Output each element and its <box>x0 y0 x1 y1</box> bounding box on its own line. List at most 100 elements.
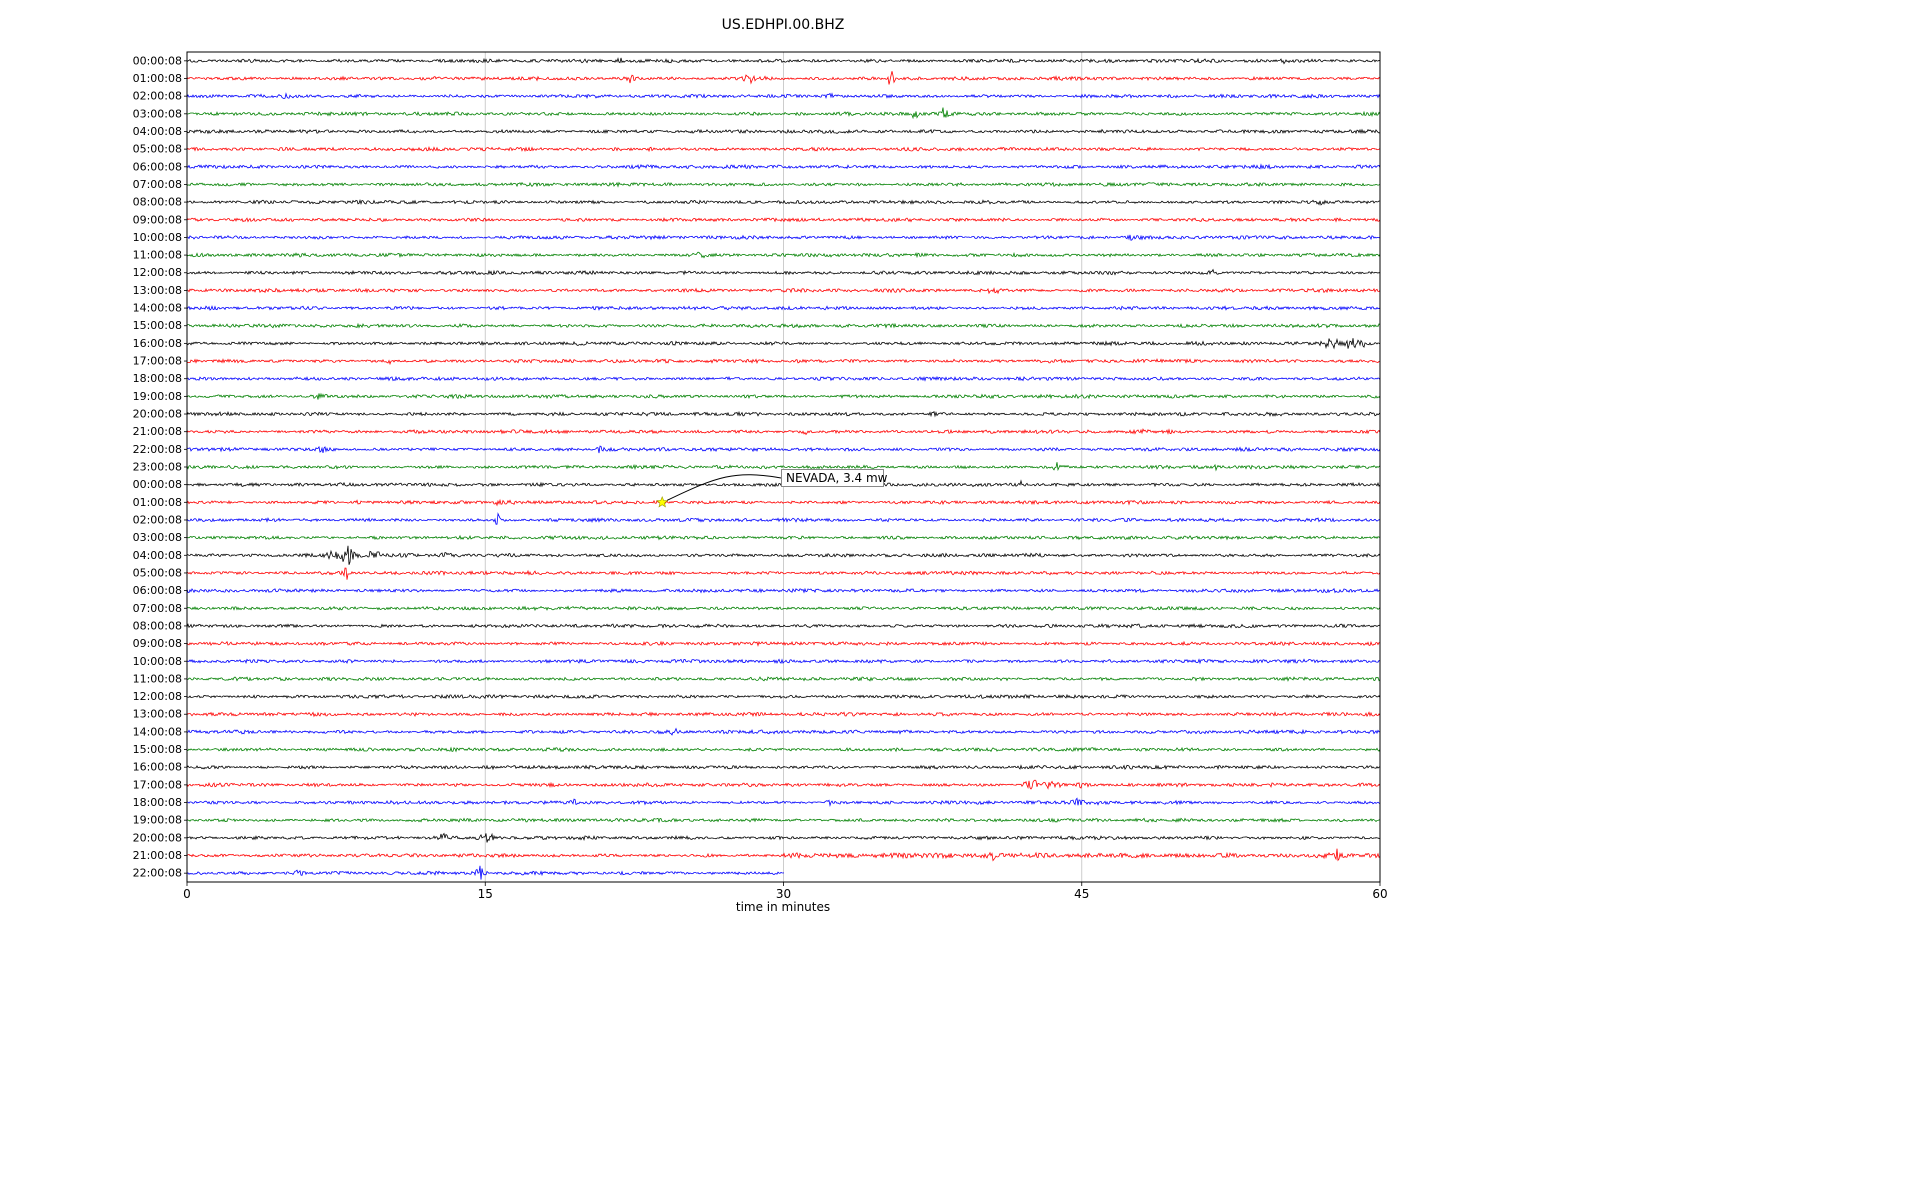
row-time-label: 10:00:08 <box>133 231 182 244</box>
trace-row <box>186 746 1381 753</box>
trace-row <box>186 410 1381 418</box>
trace-row <box>186 128 1381 135</box>
trace-row <box>186 658 1381 665</box>
trace-row <box>186 764 1381 771</box>
trace-row <box>186 428 1381 436</box>
row-time-label: 01:00:08 <box>133 72 182 85</box>
trace-row <box>186 268 1381 276</box>
row-time-label: 16:00:08 <box>133 337 182 350</box>
plot-title: US.EDHPI.00.BHZ <box>722 17 845 33</box>
row-time-label: 16:00:08 <box>133 761 182 774</box>
trace-row <box>186 287 1381 295</box>
trace-row <box>186 92 1381 100</box>
x-tick-label: 0 <box>183 887 191 901</box>
trace-row <box>186 693 1381 700</box>
x-tick-label: 30 <box>776 887 791 901</box>
trace-row <box>186 727 1381 736</box>
annotation-connector <box>666 474 782 501</box>
row-time-label: 17:00:08 <box>133 778 182 791</box>
trace-row <box>186 181 1381 188</box>
trace-row <box>186 198 1380 206</box>
trace-row <box>186 322 1381 329</box>
trace-row <box>186 545 1381 565</box>
trace-row <box>186 337 1381 350</box>
trace-row <box>186 779 1381 790</box>
row-time-label: 21:00:08 <box>133 849 182 862</box>
row-time-label: 11:00:08 <box>133 249 182 262</box>
row-time-label: 12:00:08 <box>133 690 182 703</box>
trace-row <box>186 392 1381 400</box>
row-time-label: 18:00:08 <box>133 372 182 385</box>
row-time-label: 14:00:08 <box>133 302 182 315</box>
row-time-label: 03:00:08 <box>133 107 182 120</box>
trace-row <box>186 57 1381 65</box>
trace-row <box>186 358 1381 366</box>
trace-row <box>186 623 1380 629</box>
trace-row <box>186 848 1381 862</box>
trace-layer <box>186 57 1381 880</box>
row-time-label: 19:00:08 <box>133 814 182 827</box>
trace-row <box>186 865 785 880</box>
row-time-label: 00:00:08 <box>133 478 182 491</box>
row-time-label: 13:00:08 <box>133 284 182 297</box>
trace-row <box>186 817 1381 824</box>
trace-row <box>186 797 1381 807</box>
x-tick-label: 45 <box>1074 887 1089 901</box>
trace-row <box>186 640 1381 647</box>
trace-row <box>186 567 1381 580</box>
row-time-label: 07:00:08 <box>133 602 182 615</box>
trace-row <box>186 498 1381 507</box>
trace-row <box>186 534 1380 541</box>
row-time-label: 14:00:08 <box>133 725 182 738</box>
row-time-label: 19:00:08 <box>133 390 182 403</box>
trace-row <box>186 305 1381 311</box>
trace-row <box>186 375 1381 382</box>
row-time-label: 02:00:08 <box>133 90 182 103</box>
row-time-label: 02:00:08 <box>133 513 182 526</box>
row-time-label: 22:00:08 <box>133 443 182 456</box>
row-time-label: 04:00:08 <box>133 549 182 562</box>
x-tick-label: 60 <box>1372 887 1387 901</box>
trace-row <box>186 676 1381 682</box>
row-time-label: 04:00:08 <box>133 125 182 138</box>
row-time-label: 15:00:08 <box>133 743 182 756</box>
trace-row <box>186 251 1381 259</box>
row-time-label: 20:00:08 <box>133 408 182 421</box>
row-time-label: 05:00:08 <box>133 566 182 579</box>
row-time-label: 15:00:08 <box>133 319 182 332</box>
trace-row <box>186 832 1381 843</box>
row-time-label: 06:00:08 <box>133 160 182 173</box>
row-time-label: 12:00:08 <box>133 266 182 279</box>
trace-row <box>186 605 1381 612</box>
row-time-label: 09:00:08 <box>133 213 182 226</box>
annotation-text: NEVADA, 3.4 mw <box>786 471 888 485</box>
trace-row <box>186 462 1381 472</box>
trace-row <box>186 216 1381 223</box>
row-time-label: 22:00:08 <box>133 867 182 880</box>
row-time-label: 08:00:08 <box>133 619 182 632</box>
trace-row <box>186 587 1381 594</box>
x-tick-label: 15 <box>478 887 493 901</box>
trace-row <box>186 146 1381 153</box>
row-time-label: 09:00:08 <box>133 637 182 650</box>
row-time-label: 10:00:08 <box>133 655 182 668</box>
row-time-label: 21:00:08 <box>133 425 182 438</box>
row-time-label: 03:00:08 <box>133 531 182 544</box>
row-time-label: 20:00:08 <box>133 831 182 844</box>
trace-row <box>186 512 1381 525</box>
row-time-label: 17:00:08 <box>133 355 182 368</box>
event-annotation-group: NEVADA, 3.4 mw <box>656 469 888 508</box>
row-time-label: 01:00:08 <box>133 496 182 509</box>
row-time-label: 23:00:08 <box>133 461 182 474</box>
annotation-box <box>781 469 884 487</box>
trace-row <box>186 163 1381 170</box>
event-marker-icon <box>656 495 669 508</box>
row-time-label: 18:00:08 <box>133 796 182 809</box>
row-time-label: 11:00:08 <box>133 672 182 685</box>
trace-row <box>186 234 1381 241</box>
row-time-label: 00:00:08 <box>133 54 182 67</box>
row-time-label: 06:00:08 <box>133 584 182 597</box>
trace-row <box>186 71 1381 85</box>
